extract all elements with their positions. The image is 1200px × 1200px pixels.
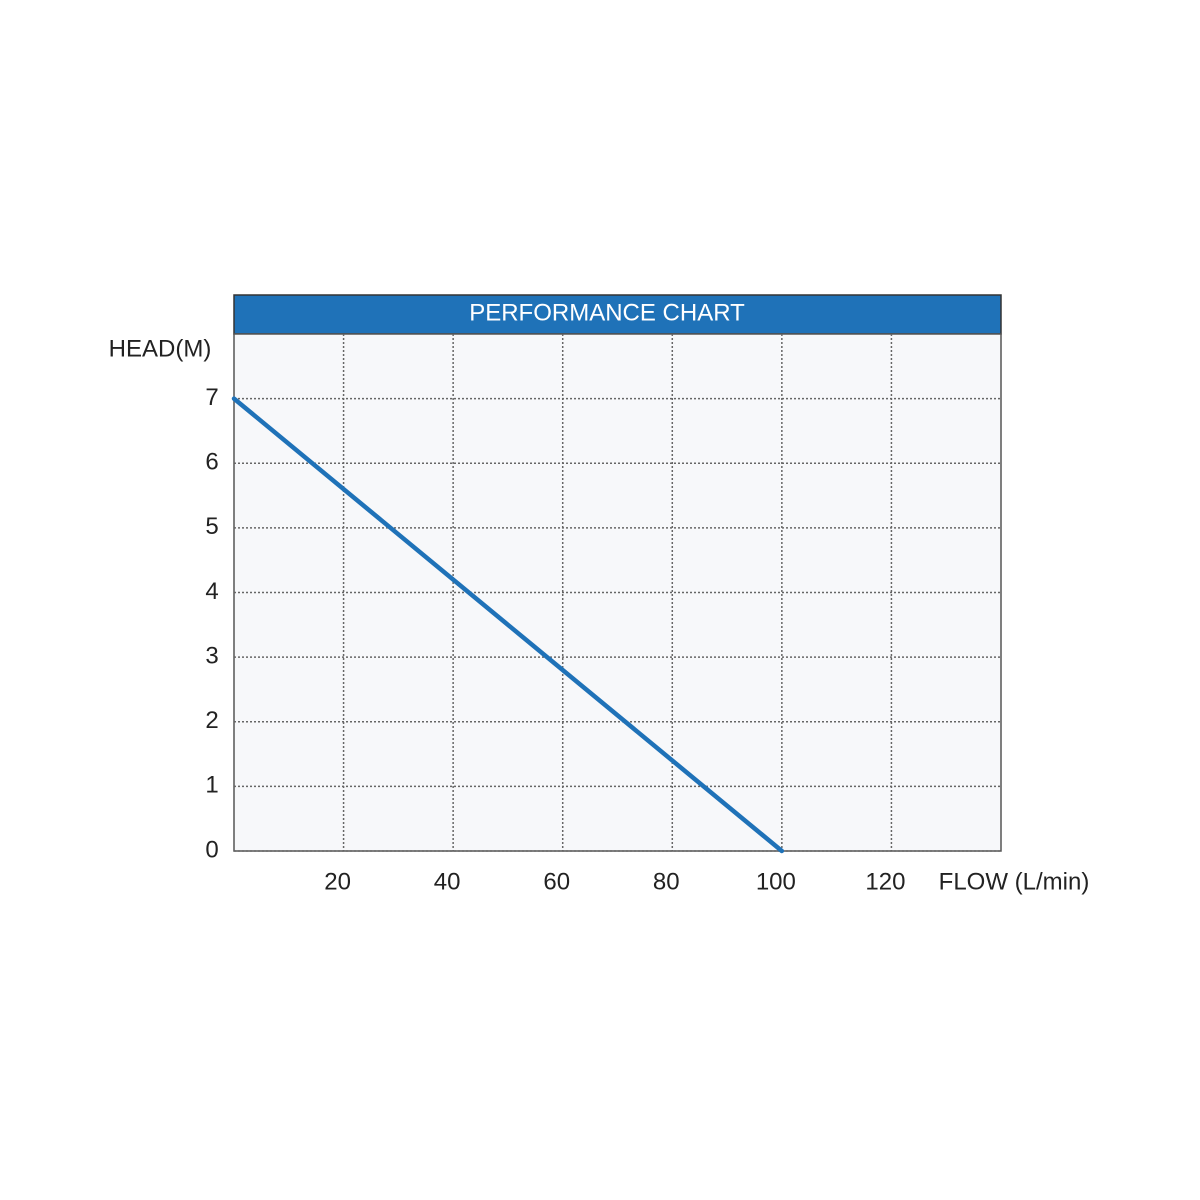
plot-area bbox=[233, 333, 1002, 852]
x-tick-label: 40 bbox=[434, 868, 461, 895]
x-tick-label: 20 bbox=[324, 868, 351, 895]
y-tick-label: 3 bbox=[205, 642, 218, 669]
x-tick-label: 80 bbox=[653, 868, 680, 895]
y-tick-label: 0 bbox=[205, 836, 218, 863]
y-tick-label: 1 bbox=[205, 772, 218, 799]
line bbox=[231, 396, 785, 854]
x-tick-label: 60 bbox=[543, 868, 570, 895]
y-tick-label: 2 bbox=[205, 707, 218, 734]
y-tick-label: 5 bbox=[205, 513, 218, 540]
y-axis-label: HEAD(M) bbox=[109, 335, 212, 362]
chart-title: PERFORMANCE CHART bbox=[469, 299, 745, 326]
x-tick-label: 120 bbox=[865, 868, 905, 895]
y-tick-label: 6 bbox=[205, 449, 218, 476]
x-tick-label: 100 bbox=[756, 868, 796, 895]
y-tick-label: 7 bbox=[205, 384, 218, 411]
x-axis-label: FLOW (L/min) bbox=[939, 868, 1090, 895]
y-tick-label: 4 bbox=[205, 578, 218, 605]
title-band bbox=[233, 294, 1002, 335]
